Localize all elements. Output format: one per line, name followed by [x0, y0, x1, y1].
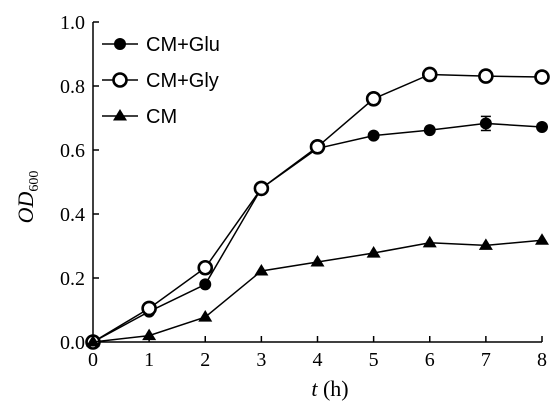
legend-label: CM [146, 106, 177, 128]
data-point [479, 117, 492, 130]
legend-marker [113, 109, 127, 121]
data-point [536, 120, 548, 133]
series-cm [86, 233, 549, 347]
y-tick-label: 1.0 [60, 12, 85, 34]
y-axis-title: OD600 [13, 171, 42, 224]
data-point [478, 68, 494, 84]
data-point [366, 246, 381, 258]
data-point [367, 129, 380, 142]
x-tick-label: 0 [88, 349, 98, 371]
y-tick-label: 0.8 [60, 76, 85, 98]
x-axis-title: t (h) [311, 376, 348, 401]
x-tick-label: 2 [200, 349, 210, 371]
data-point [86, 335, 100, 347]
data-point [197, 259, 214, 276]
data-point [423, 124, 436, 137]
x-tick-label: 8 [537, 349, 547, 371]
x-tick-label: 3 [256, 349, 266, 371]
axes: 0 1 2 3 4 5 6 7 8 0.0 0.2 0.4 0.6 0.8 1.0 [60, 12, 547, 371]
series-layer [85, 66, 550, 350]
data-point [421, 66, 438, 83]
legend-marker [114, 38, 126, 50]
y-tick-label: 0.4 [60, 204, 85, 226]
legend-item: CM+Gly [102, 70, 219, 92]
legend: CM+Glu CM+Gly CM [102, 34, 220, 128]
data-point [253, 180, 270, 197]
data-point [254, 263, 269, 276]
data-point [365, 91, 382, 107]
data-point [535, 233, 549, 245]
data-point [478, 238, 493, 250]
legend-marker [112, 72, 128, 88]
legend-label: CM+Gly [146, 70, 219, 92]
x-tick-label: 7 [481, 349, 491, 371]
x-tick-label: 6 [425, 349, 435, 371]
legend-item: CM+Glu [102, 34, 220, 56]
x-tick-label: 4 [313, 349, 323, 371]
y-tick-label: 0.6 [60, 140, 85, 162]
data-point [198, 310, 213, 322]
x-tick-label: 5 [369, 349, 379, 371]
data-point [141, 300, 157, 317]
data-point [199, 278, 212, 291]
data-point [422, 235, 437, 248]
data-point [310, 255, 325, 267]
legend-label: CM+Glu [146, 34, 220, 56]
legend-item: CM [102, 106, 177, 128]
y-tick-label: 0.2 [60, 268, 85, 290]
x-tick-label: 1 [144, 349, 154, 371]
y-tick-label: 0.0 [60, 332, 85, 354]
data-point [309, 139, 326, 155]
series-line [92, 122, 543, 343]
series-cm-gly [85, 66, 550, 350]
data-point [142, 328, 157, 341]
data-point [534, 69, 550, 85]
